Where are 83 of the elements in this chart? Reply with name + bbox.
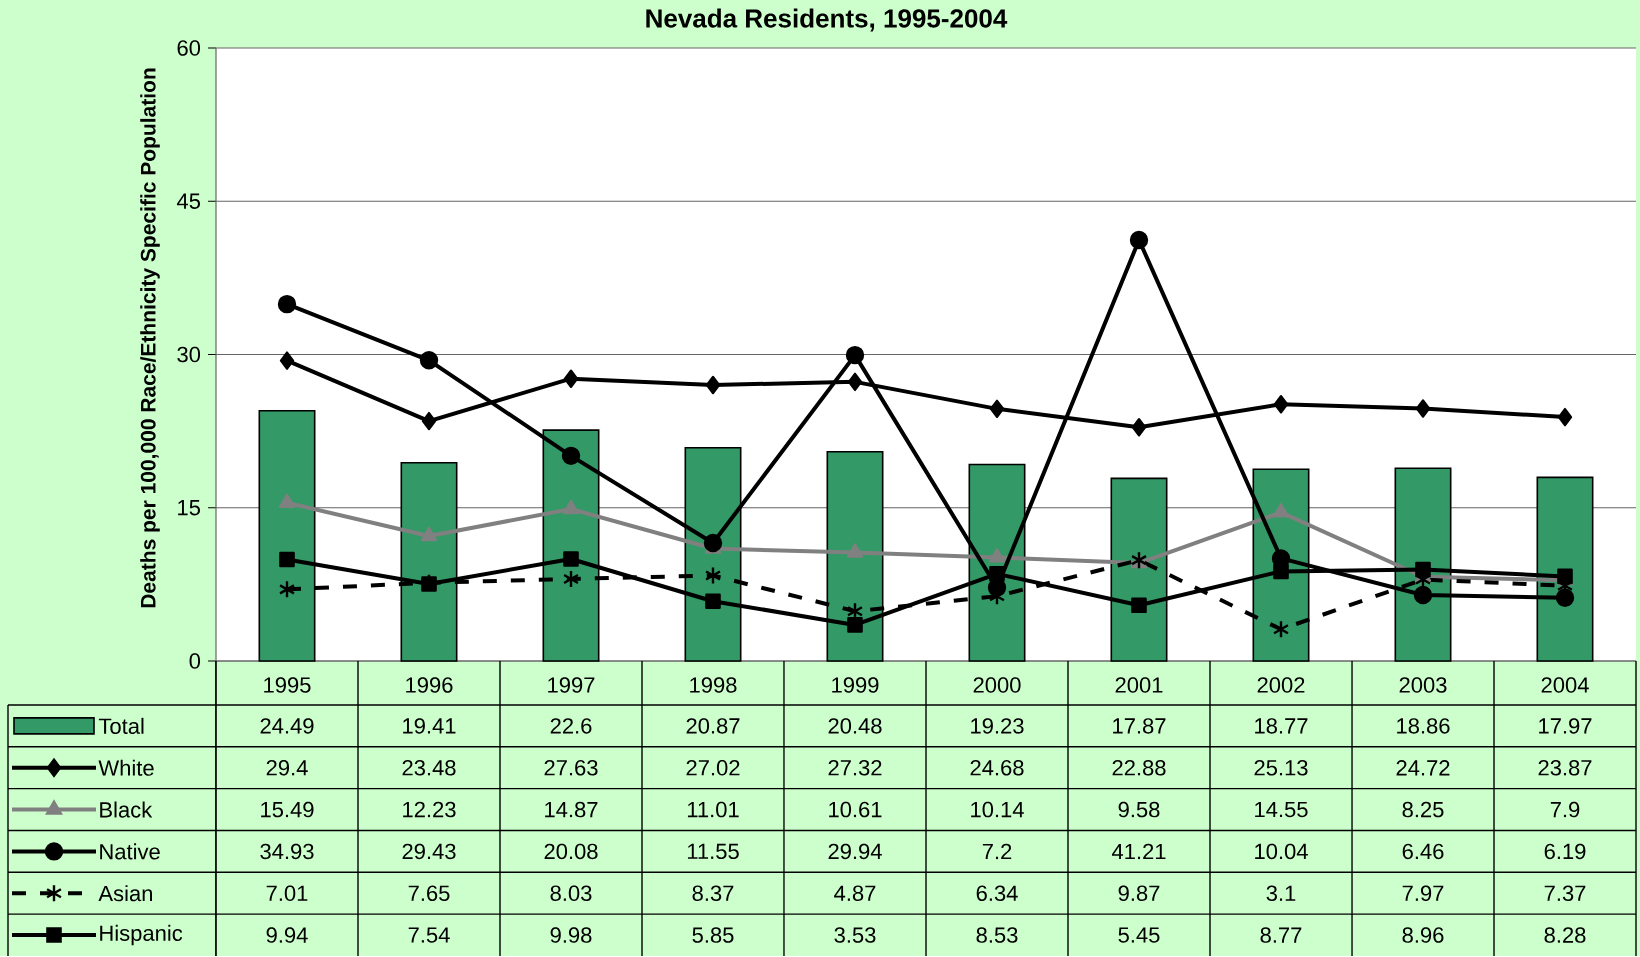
data-label: 7.37 — [1544, 885, 1586, 902]
data-label: 5.45 — [1118, 927, 1160, 943]
data-label: 5.85 — [692, 927, 734, 944]
data-label: 18.86 — [1397, 718, 1450, 734]
data-label: 20.87 — [686, 718, 740, 734]
y-tick-label: 30 — [177, 346, 201, 363]
chart-title: Nevada Residents, 1995-2004 — [646, 8, 1008, 32]
x-tick-label: 1998 — [690, 677, 737, 693]
data-label: 29.94 — [828, 843, 882, 860]
data-label: 7.54 — [408, 927, 450, 943]
legend-label: Native — [100, 843, 160, 860]
x-tick-label: 1995 — [264, 677, 311, 693]
data-label: 19.41 — [403, 718, 456, 734]
data-label: 22.88 — [1112, 760, 1166, 776]
data-label: 23.48 — [402, 760, 456, 776]
data-label: 3.53 — [834, 927, 876, 944]
data-label: 29.43 — [402, 843, 456, 860]
data-label: 8.53 — [976, 927, 1018, 944]
data-label: 19.23 — [971, 718, 1024, 734]
data-label: 9.58 — [1118, 801, 1160, 818]
data-label: 25.13 — [1254, 760, 1308, 776]
data-label: 9.87 — [1118, 885, 1160, 902]
data-label: 20.08 — [544, 843, 598, 860]
data-label: 8.77 — [1260, 927, 1302, 944]
x-tick-label: 1997 — [548, 677, 595, 693]
data-label: 9.98 — [550, 927, 592, 944]
data-label: 27.63 — [544, 760, 598, 776]
data-label: 24.49 — [260, 718, 314, 734]
data-label: 15.49 — [261, 801, 314, 818]
data-label: 17.97 — [1539, 718, 1592, 734]
y-tick-label: 0 — [189, 653, 201, 669]
data-label: 10.14 — [971, 801, 1024, 818]
data-label: 24.68 — [970, 760, 1024, 776]
legend-label: Total — [98, 717, 144, 735]
data-label: 22.6 — [550, 718, 592, 734]
data-label: 20.48 — [828, 718, 882, 734]
data-label: 27.02 — [686, 760, 740, 776]
data-label: 14.55 — [1255, 802, 1308, 818]
x-tick-label: 2001 — [1115, 677, 1163, 693]
y-axis-title: Deaths per 100,000 Race/Ethnicity Specific Population — [140, 68, 160, 608]
data-label: 8.96 — [1402, 927, 1444, 944]
data-label: 6.34 — [976, 885, 1018, 902]
data-label: 8.37 — [692, 885, 734, 902]
legend-label: White — [98, 759, 154, 776]
data-label: 6.46 — [1402, 843, 1444, 860]
data-label: 7.01 — [266, 885, 308, 902]
x-tick-label: 2003 — [1399, 677, 1447, 693]
y-tick-label: 45 — [176, 193, 200, 210]
data-label: 29.4 — [266, 760, 308, 776]
x-tick-label: 2002 — [1257, 677, 1305, 693]
data-label: 10.04 — [1255, 843, 1308, 860]
data-label: 7.9 — [1550, 801, 1580, 818]
data-label: 23.87 — [1538, 760, 1592, 776]
data-label: 6.19 — [1544, 843, 1586, 860]
data-label: 27.32 — [828, 760, 882, 776]
data-label: 41.21 — [1111, 843, 1166, 860]
legend-label: Black — [100, 801, 153, 818]
x-tick-label: 1996 — [406, 677, 453, 693]
data-label: 3.1 — [1266, 885, 1296, 902]
data-label: 11.55 — [687, 843, 739, 860]
data-label: 8.28 — [1544, 927, 1586, 944]
data-label: 14.87 — [545, 801, 598, 818]
data-label: 9.94 — [266, 927, 308, 944]
data-label: 11.01 — [687, 801, 739, 818]
data-label: 18.77 — [1255, 718, 1308, 734]
x-tick-label: 2004 — [1541, 677, 1589, 693]
data-label: 10.61 — [829, 801, 882, 818]
data-label: 17.87 — [1113, 718, 1166, 734]
y-tick-label: 15 — [178, 500, 200, 516]
x-tick-label: 1999 — [832, 677, 879, 693]
data-label: 7.65 — [408, 885, 450, 902]
data-label: 12.23 — [403, 801, 456, 818]
y-tick-label: 60 — [177, 40, 201, 56]
data-label: 8.25 — [1402, 801, 1444, 818]
x-tick-label: 2000 — [973, 677, 1021, 693]
data-label: 4.87 — [834, 885, 876, 902]
data-label: 7.97 — [1402, 885, 1444, 902]
data-label: 7.2 — [982, 843, 1012, 860]
data-label: 24.72 — [1396, 760, 1450, 776]
legend-label: Hispanic — [100, 924, 183, 946]
data-label: 8.03 — [550, 885, 592, 902]
data-label: 34.93 — [260, 843, 314, 860]
legend-label: Asian — [98, 885, 152, 902]
